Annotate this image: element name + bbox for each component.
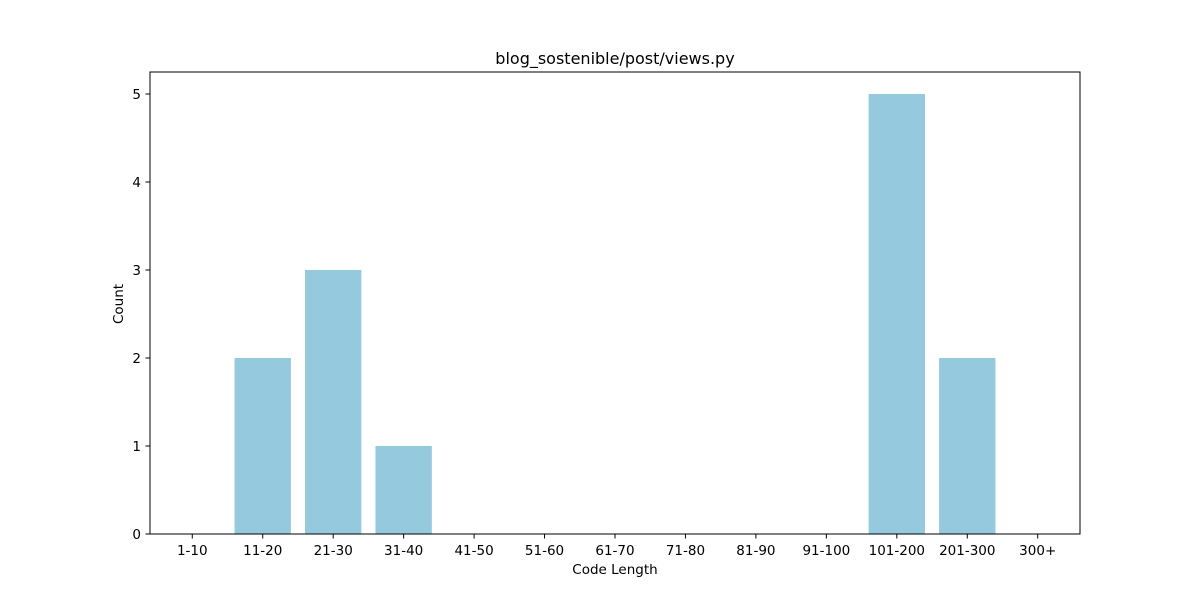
x-tick-label: 61-70 [595,543,634,559]
plot-frame [149,71,1081,535]
y-tick-label: 3 [132,263,141,279]
x-tick-label: 41-50 [454,543,493,559]
x-tick-label: 71-80 [666,543,705,559]
x-tick-label: 21-30 [314,543,353,559]
y-tick-label: 5 [132,87,141,103]
x-tick-label: 1-10 [177,543,208,559]
y-tick-label: 1 [132,439,141,455]
bar-21-30 [305,270,362,534]
bar-101-200 [868,94,925,534]
y-tick-label: 4 [132,175,141,191]
x-tick-label: 51-60 [525,543,564,559]
bar-201-300 [939,358,996,534]
bar-31-40 [375,446,432,534]
y-ticks-group: 0 1 2 3 4 5 [132,87,150,543]
x-tick-label: 81-90 [736,543,775,559]
bar-11-20 [234,358,291,534]
x-tick-label: 201-300 [939,543,995,559]
bars-group [234,94,996,534]
x-tick-label: 91-100 [802,543,850,559]
x-tick-label: 11-20 [243,543,282,559]
x-axis-label: Code Length [572,562,657,578]
y-tick-label: 2 [132,351,141,367]
x-ticks-group: 1-10 11-20 21-30 31-40 41-50 51-60 61-70 71-80 8… [177,534,1056,559]
x-tick-label: 101-200 [869,543,925,559]
x-tick-label: 300+ [1019,543,1056,559]
chart-title: blog_sostenible/post/views.py [495,49,734,69]
y-axis-label: Count [111,284,127,324]
x-tick-label: 31-40 [384,543,423,559]
y-tick-label: 0 [132,527,141,543]
